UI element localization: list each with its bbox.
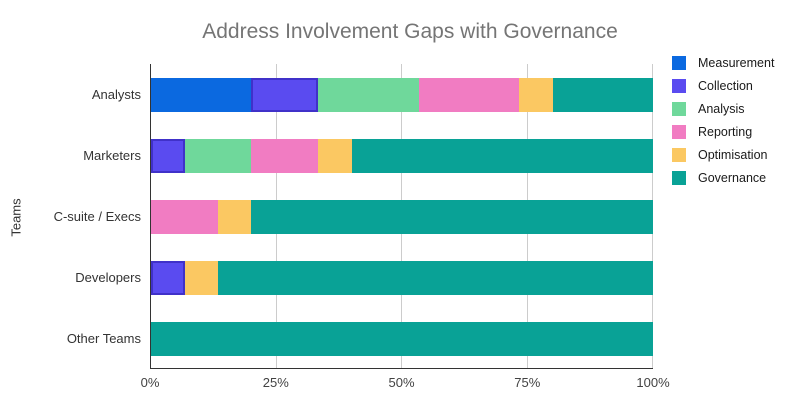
bar-row [151,64,653,125]
bar-segment-reporting [418,77,519,112]
legend-item-measurement: Measurement [672,56,774,70]
legend-item-optimisation: Optimisation [672,148,774,162]
legend-item-governance: Governance [672,171,774,185]
legend-swatch-icon [672,56,686,70]
bar-row [151,186,653,247]
bar-stack [151,321,653,356]
bar-segment-optimisation [217,199,252,234]
bar-stack [151,77,653,112]
legend-label: Reporting [698,125,753,139]
legend-label: Analysis [698,102,745,116]
bar-segment-optimisation [518,77,553,112]
bar-segment-optimisation [184,260,219,295]
category-label: Other Teams [66,331,141,346]
legend-item-reporting: Reporting [672,125,774,139]
legend-label: Measurement [698,56,775,70]
legend-label: Optimisation [698,148,768,162]
x-axis-tick-label: 50% [388,375,415,390]
category-label: Developers [75,270,141,285]
bar-segment-analysis [318,77,419,112]
legend-swatch-icon [672,148,686,162]
x-axis-tick-label: 25% [262,375,289,390]
bar-row [151,247,653,308]
legend-swatch-icon [672,171,686,185]
bar-segment-collection [151,138,185,173]
bar-segment-governance [218,260,653,295]
bar-segment-optimisation [318,138,352,173]
legend-label: Collection [698,79,753,93]
legend-label: Governance [698,171,767,185]
bar-segment-collection [151,260,185,295]
chart-title: Address Involvement Gaps with Governance [202,20,618,43]
x-axis-tick-label: 75% [514,375,541,390]
bar-segment-governance [251,199,653,234]
legend-swatch-icon [672,79,686,93]
bar-segment-reporting [151,199,218,234]
bar-stack [151,260,653,295]
category-label: C-suite / Execs [53,209,141,224]
bar-segment-reporting [251,138,319,173]
legend-swatch-icon [672,125,686,139]
x-axis-tick-label: 0% [140,375,160,390]
bar-stack [151,199,653,234]
plot-area [150,64,653,369]
bar-segment-measurement [151,77,252,112]
category-label: Analysts [91,87,141,102]
x-axis-tick-label: 100% [636,375,670,390]
legend-item-analysis: Analysis [672,102,774,116]
legend: Measurement Collection Analysis Reporting Op… [672,56,774,194]
bar-segment-governance [552,77,653,112]
bar-row [151,308,653,369]
y-axis-labels: Analysts Marketers C-suite / Execs Develope… [0,64,141,369]
bar-segment-collection [251,77,319,112]
bar-segment-governance [151,321,653,356]
legend-item-collection: Collection [672,79,774,93]
bar-row [151,125,653,186]
bar-segment-analysis [184,138,252,173]
bar-stack [151,138,653,173]
category-label: Marketers [83,148,141,163]
legend-swatch-icon [672,102,686,116]
x-axis-labels: 0% 25% 50% 75% 100% [141,375,670,395]
bar-segment-governance [351,138,653,173]
